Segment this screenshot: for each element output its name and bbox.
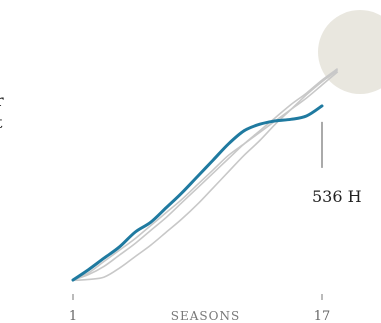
x-axis-title: SEASONS [171,309,240,323]
x-axis: 1 17 SEASONS [69,294,330,323]
highlight-line [71,104,324,282]
callout-layer: 536 H [312,121,362,206]
comparison-line-2 [72,68,339,281]
cropped-annotation-fragment: t [0,113,3,132]
callout-value-label: 536 H [312,187,362,206]
highlight-line-layer [71,104,324,282]
x-tick-label-end: 17 [314,309,331,323]
x-tick-label-start: 1 [69,309,77,323]
comparison-line-3 [72,69,339,282]
cropped-annotation-fragment: r [0,91,4,110]
comparison-lines [72,68,339,282]
cropped-left-annotation: r t [0,91,4,132]
